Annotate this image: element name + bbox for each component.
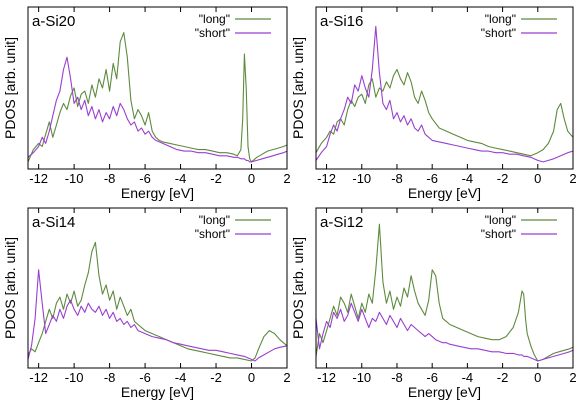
- legend-label: "short": [481, 227, 516, 241]
- x-tick-label: -6: [139, 370, 151, 385]
- legend-label: "short": [195, 227, 230, 241]
- series-line-short: [27, 56, 288, 163]
- x-tick-label: -12: [29, 171, 48, 186]
- pdos-panel: -12 -10 -8 -6 -4 -2 0 2 Energy [eV] PDOS [arb. un…: [2, 207, 291, 400]
- x-tick-label: 2: [569, 171, 576, 186]
- plot-frame: [315, 6, 574, 170]
- series-line-long: [315, 223, 574, 362]
- panel-label: a-Si16: [320, 13, 363, 30]
- x-axis-title: Energy [eV]: [408, 185, 481, 201]
- x-tick-label: -10: [352, 171, 371, 186]
- series-line-short: [315, 25, 574, 163]
- panel-label: a-Si20: [32, 13, 75, 30]
- x-tick-label: -12: [317, 171, 336, 186]
- x-tick-label: -2: [210, 171, 222, 186]
- x-tick-label: 0: [248, 171, 255, 186]
- legend-label: "long": [485, 12, 516, 26]
- panel-label: a-Si12: [320, 214, 363, 231]
- x-tick-label: -10: [65, 370, 84, 385]
- x-tick-label: -6: [426, 171, 438, 186]
- x-tick-label: -2: [497, 171, 509, 186]
- pdos-panel: -12 -10 -8 -6 -4 -2 0 2 Energy [eV] PDOS [arb. un…: [290, 6, 577, 201]
- x-tick-label: 2: [283, 171, 290, 186]
- x-tick-label: -4: [175, 370, 187, 385]
- x-tick-label: -8: [391, 171, 403, 186]
- y-axis-title: PDOS [arb. unit]: [2, 237, 18, 339]
- x-tick-label: 0: [534, 370, 541, 385]
- legend-label: "short": [195, 26, 230, 40]
- pdos-panel: -12 -10 -8 -6 -4 -2 0 2 Energy [eV] PDOS [arb. un…: [2, 6, 291, 201]
- x-axis-title: Energy [eV]: [408, 384, 481, 400]
- x-tick-label: -6: [426, 370, 438, 385]
- plot-frame: [27, 6, 288, 170]
- x-tick-label: -6: [139, 171, 151, 186]
- x-tick-label: -4: [462, 370, 474, 385]
- pdos-panel: -12 -10 -8 -6 -4 -2 0 2 Energy [eV] PDOS [arb. un…: [290, 207, 577, 400]
- x-tick-label: -2: [210, 370, 222, 385]
- y-axis-title: PDOS [arb. unit]: [290, 37, 306, 139]
- x-axis-title: Energy [eV]: [121, 384, 194, 400]
- legend-label: "short": [481, 26, 516, 40]
- series-line-long: [27, 32, 288, 163]
- x-tick-label: -4: [462, 171, 474, 186]
- x-tick-label: 2: [569, 370, 576, 385]
- plot-frame: [315, 207, 574, 369]
- y-axis-title: PDOS [arb. unit]: [290, 237, 306, 339]
- x-tick-label: -10: [352, 370, 371, 385]
- x-tick-label: 0: [534, 171, 541, 186]
- panel-label: a-Si14: [32, 214, 75, 231]
- x-tick-label: -2: [497, 370, 509, 385]
- x-tick-label: -10: [65, 171, 84, 186]
- series-line-short: [315, 302, 574, 362]
- x-tick-label: 0: [248, 370, 255, 385]
- series-line-short: [27, 269, 288, 362]
- x-tick-label: -12: [29, 370, 48, 385]
- x-axis-title: Energy [eV]: [121, 185, 194, 201]
- y-axis-title: PDOS [arb. unit]: [2, 37, 18, 139]
- legend-label: "long": [199, 213, 230, 227]
- x-tick-label: 2: [283, 370, 290, 385]
- plot-frame: [27, 207, 288, 369]
- x-tick-label: -12: [317, 370, 336, 385]
- x-tick-label: -4: [175, 171, 187, 186]
- x-tick-label: -8: [104, 370, 116, 385]
- legend-label: "long": [199, 12, 230, 26]
- x-tick-label: -8: [391, 370, 403, 385]
- series-line-long: [27, 241, 288, 362]
- legend-label: "long": [485, 213, 516, 227]
- x-tick-label: -8: [104, 171, 116, 186]
